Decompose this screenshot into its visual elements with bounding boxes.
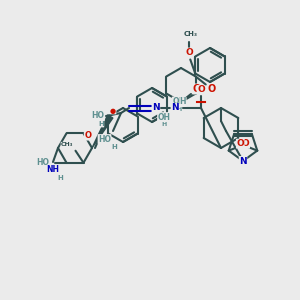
Text: ●: ● bbox=[110, 108, 116, 114]
Text: O: O bbox=[193, 84, 201, 94]
Text: O: O bbox=[185, 48, 193, 57]
Text: HO: HO bbox=[36, 158, 49, 167]
Text: CH₃: CH₃ bbox=[61, 142, 74, 147]
Text: H: H bbox=[57, 175, 63, 181]
Text: OH: OH bbox=[172, 97, 185, 106]
Polygon shape bbox=[92, 115, 113, 148]
Text: H: H bbox=[176, 107, 181, 112]
Text: O: O bbox=[84, 131, 91, 140]
Text: H: H bbox=[180, 98, 186, 106]
Text: H: H bbox=[111, 144, 117, 150]
Text: NH: NH bbox=[46, 166, 59, 175]
Text: O: O bbox=[242, 139, 250, 148]
Text: H: H bbox=[98, 121, 104, 127]
Text: CH₃: CH₃ bbox=[183, 31, 197, 37]
Text: H: H bbox=[161, 122, 166, 128]
Text: O: O bbox=[236, 139, 244, 148]
Text: HO: HO bbox=[92, 112, 104, 121]
Text: O: O bbox=[197, 85, 205, 94]
Text: N: N bbox=[239, 157, 247, 166]
Text: O: O bbox=[208, 85, 216, 94]
Text: N: N bbox=[152, 103, 160, 112]
Text: OH: OH bbox=[158, 112, 170, 122]
Text: N: N bbox=[171, 103, 179, 112]
Text: HO: HO bbox=[98, 134, 111, 143]
